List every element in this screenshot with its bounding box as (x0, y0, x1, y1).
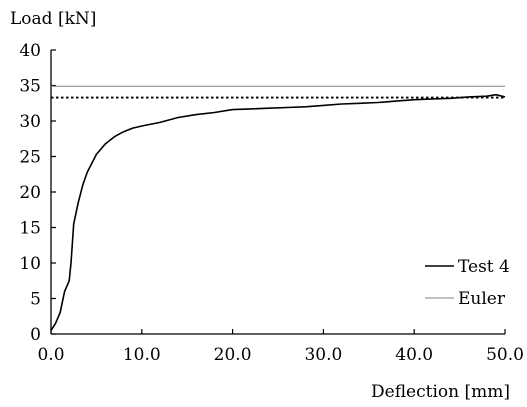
x-tick-label: 50.0 (486, 345, 524, 365)
series-lines (50, 85, 506, 331)
x-axis-title: Deflection [mm] (371, 382, 510, 402)
axes: 0 5 10 15 20 25 30 35 40 0.0 10.0 20.0 30.0 40.0 50.0 (19, 41, 524, 365)
y-tick-label: 0 (30, 325, 41, 345)
x-tick-label: 0.0 (37, 345, 64, 365)
x-tick-label: 10.0 (123, 345, 161, 365)
y-axis-title: Load [kN] (10, 9, 96, 29)
x-tick-label: 30.0 (304, 345, 342, 365)
y-tick-label: 25 (19, 148, 41, 168)
y-tick-label: 20 (19, 183, 41, 203)
y-tick-label: 35 (19, 77, 41, 97)
y-tick-label: 10 (19, 254, 41, 274)
y-tick-label: 30 (19, 112, 41, 132)
legend-label: Test 4 (458, 257, 510, 277)
y-tick-label: 40 (19, 41, 41, 61)
x-tick-label: 20.0 (214, 345, 252, 365)
legend: Test 4 Euler (425, 257, 510, 309)
x-tick-label: 40.0 (395, 345, 433, 365)
y-tick-label: 5 (30, 290, 41, 310)
legend-label: Euler (458, 289, 506, 309)
series-line-test-4 (50, 93, 506, 331)
y-tick-label: 15 (19, 219, 41, 239)
